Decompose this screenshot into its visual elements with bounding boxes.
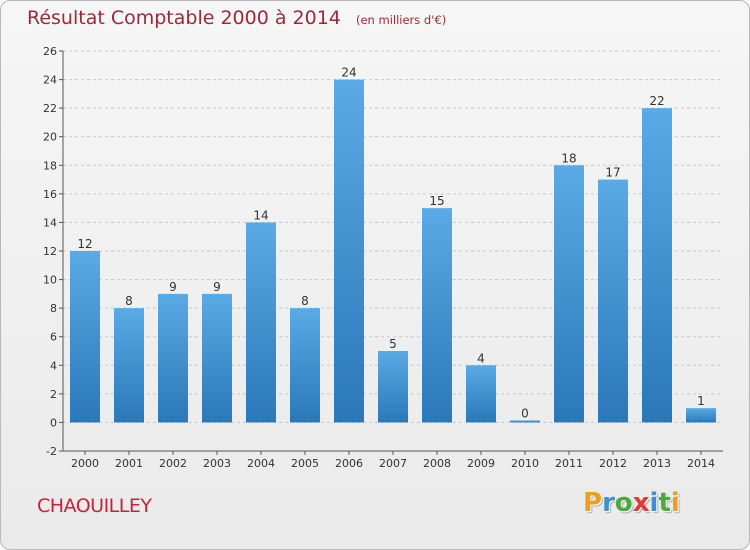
y-tick-label: 14	[43, 216, 57, 229]
title-block: Résultat Comptable 2000 à 2014 (en milli…	[27, 7, 446, 29]
y-tick-label: 16	[43, 188, 57, 201]
x-tick-label: 2008	[423, 457, 451, 470]
commune-name: CHAOUILLEY	[37, 495, 152, 517]
x-tick-label: 2000	[71, 457, 99, 470]
logo-letter: i	[649, 488, 659, 518]
logo-letter: i	[670, 488, 680, 518]
data-label: 8	[301, 294, 309, 308]
bar	[114, 308, 144, 423]
data-labels: 12 8 9 9 14 8 24 5 15 4 0 18 17 22 1	[77, 66, 704, 421]
bar	[422, 208, 452, 423]
data-label: 12	[77, 237, 92, 251]
logo-letter: r	[602, 488, 615, 518]
x-tick-label: 2006	[335, 457, 363, 470]
y-tick-label: 20	[43, 131, 57, 144]
y-tick-label: 0	[50, 416, 57, 429]
y-tick-label: 24	[43, 74, 57, 87]
bar	[598, 179, 628, 423]
x-tick-label: 2005	[291, 457, 319, 470]
bar	[686, 408, 716, 423]
x-tick-label: 2009	[467, 457, 495, 470]
chart-title: Résultat Comptable 2000 à 2014	[27, 7, 341, 29]
data-label: 17	[605, 166, 620, 180]
data-label: 1	[697, 394, 705, 408]
x-tick-label: 2011	[555, 457, 583, 470]
x-tick-label: 2007	[379, 457, 407, 470]
bar	[554, 165, 584, 423]
x-tick-label: 2014	[687, 457, 715, 470]
data-label: 22	[649, 94, 664, 108]
data-label: 0	[521, 406, 529, 420]
y-tick-label: 2	[50, 388, 57, 401]
bar	[510, 420, 540, 423]
bar	[158, 293, 188, 423]
x-tick-label: 2012	[599, 457, 627, 470]
y-tick-label: 26	[43, 45, 57, 58]
y-tick-label: 12	[43, 245, 57, 258]
y-tick-label: 10	[43, 274, 57, 287]
logo-letter: x	[632, 488, 650, 518]
logo-letter: P	[583, 488, 603, 518]
data-label: 15	[429, 194, 444, 208]
data-label: 4	[477, 351, 485, 365]
y-tick-label: 6	[50, 331, 57, 344]
x-tick-label: 2010	[511, 457, 539, 470]
data-label: 8	[125, 294, 133, 308]
x-tick-label: 2004	[247, 457, 275, 470]
bar	[334, 79, 364, 423]
y-tick-label: 4	[50, 359, 57, 372]
bar	[290, 308, 320, 423]
logo-letter: o	[614, 488, 633, 518]
x-tick-label: 2001	[115, 457, 143, 470]
chart-subtitle: (en milliers d'€)	[355, 13, 447, 27]
data-label: 9	[213, 280, 221, 294]
x-tick-label: 2003	[203, 457, 231, 470]
bar	[202, 293, 232, 423]
bar	[70, 251, 100, 423]
proxiti-logo: Proxiti	[583, 488, 680, 518]
y-tick-label: 18	[43, 159, 57, 172]
bar	[466, 365, 496, 423]
data-label: 24	[341, 66, 356, 80]
data-label: 5	[389, 337, 397, 351]
x-tick-label: 2013	[643, 457, 671, 470]
data-label: 14	[253, 208, 268, 222]
bar	[378, 351, 408, 423]
data-label: 18	[561, 151, 576, 165]
bars	[70, 79, 716, 423]
x-tick-label: 2002	[159, 457, 187, 470]
y-tick-label: -2	[46, 445, 57, 458]
bar	[642, 108, 672, 423]
data-label: 9	[169, 280, 177, 294]
bar	[246, 222, 276, 423]
logo-letter: t	[658, 488, 671, 518]
y-tick-label: 22	[43, 102, 57, 115]
y-tick-label: 8	[50, 302, 57, 315]
